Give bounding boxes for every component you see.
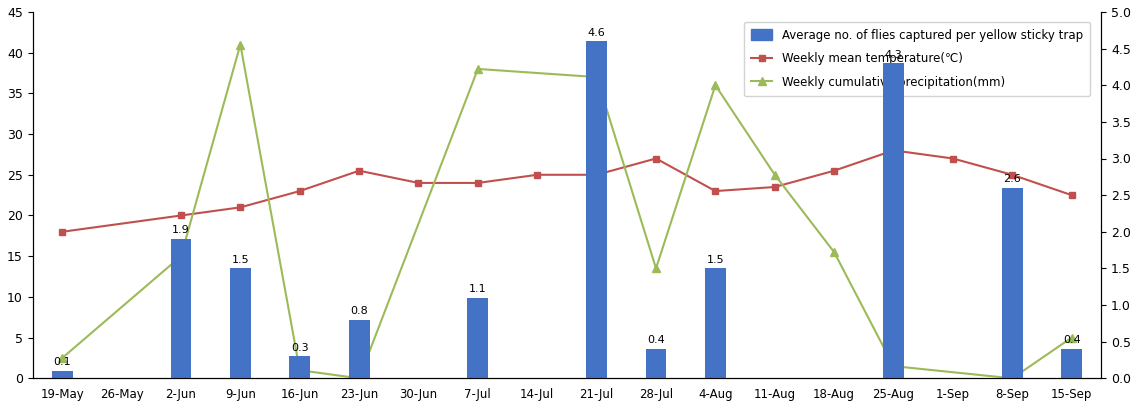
Text: 1.9: 1.9 [172, 226, 190, 235]
Bar [1062, 349, 1082, 378]
Text: 1.1: 1.1 [469, 284, 487, 294]
Bar [586, 41, 607, 378]
Bar [348, 320, 370, 378]
Bar [171, 239, 191, 378]
Bar [704, 268, 726, 378]
Text: 0.4: 0.4 [1063, 335, 1080, 345]
Text: 0.1: 0.1 [53, 357, 71, 367]
Text: 0.4: 0.4 [648, 335, 665, 345]
Text: 4.3: 4.3 [884, 50, 902, 60]
Text: 2.6: 2.6 [1004, 174, 1021, 184]
Bar [645, 349, 667, 378]
Bar [52, 371, 73, 378]
Bar [883, 63, 904, 378]
Bar [230, 268, 250, 378]
Text: 0.8: 0.8 [351, 306, 368, 316]
Text: 1.5: 1.5 [707, 255, 724, 265]
Bar [289, 356, 311, 378]
Text: 1.5: 1.5 [231, 255, 249, 265]
Text: 0.3: 0.3 [291, 343, 308, 353]
Legend: Average no. of flies captured per yellow sticky trap, Weekly mean temperature(℃): Average no. of flies captured per yellow… [744, 22, 1090, 96]
Text: 4.6: 4.6 [587, 28, 605, 38]
Bar [1001, 188, 1023, 378]
Bar [468, 298, 488, 378]
